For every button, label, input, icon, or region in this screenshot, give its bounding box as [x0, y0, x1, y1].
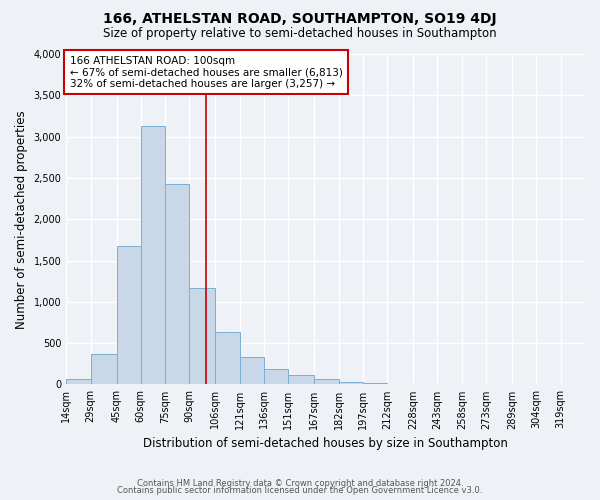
- Bar: [215, 332, 240, 384]
- Bar: [338, 382, 363, 384]
- Text: 166 ATHELSTAN ROAD: 100sqm
← 67% of semi-detached houses are smaller (6,813)
32%: 166 ATHELSTAN ROAD: 100sqm ← 67% of semi…: [70, 56, 343, 89]
- Bar: [314, 380, 338, 384]
- Bar: [165, 184, 190, 384]
- Bar: [141, 126, 165, 384]
- Y-axis label: Number of semi-detached properties: Number of semi-detached properties: [15, 110, 28, 328]
- Bar: [289, 376, 314, 384]
- Text: Contains public sector information licensed under the Open Government Licence v3: Contains public sector information licen…: [118, 486, 482, 495]
- Bar: [190, 288, 215, 384]
- Text: Size of property relative to semi-detached houses in Southampton: Size of property relative to semi-detach…: [103, 28, 497, 40]
- Text: Contains HM Land Registry data © Crown copyright and database right 2024.: Contains HM Land Registry data © Crown c…: [137, 478, 463, 488]
- Bar: [363, 383, 387, 384]
- Bar: [66, 378, 91, 384]
- Bar: [264, 369, 289, 384]
- Bar: [240, 357, 264, 384]
- Bar: [91, 354, 116, 384]
- Text: 166, ATHELSTAN ROAD, SOUTHAMPTON, SO19 4DJ: 166, ATHELSTAN ROAD, SOUTHAMPTON, SO19 4…: [103, 12, 497, 26]
- Bar: [116, 246, 141, 384]
- X-axis label: Distribution of semi-detached houses by size in Southampton: Distribution of semi-detached houses by …: [143, 437, 508, 450]
